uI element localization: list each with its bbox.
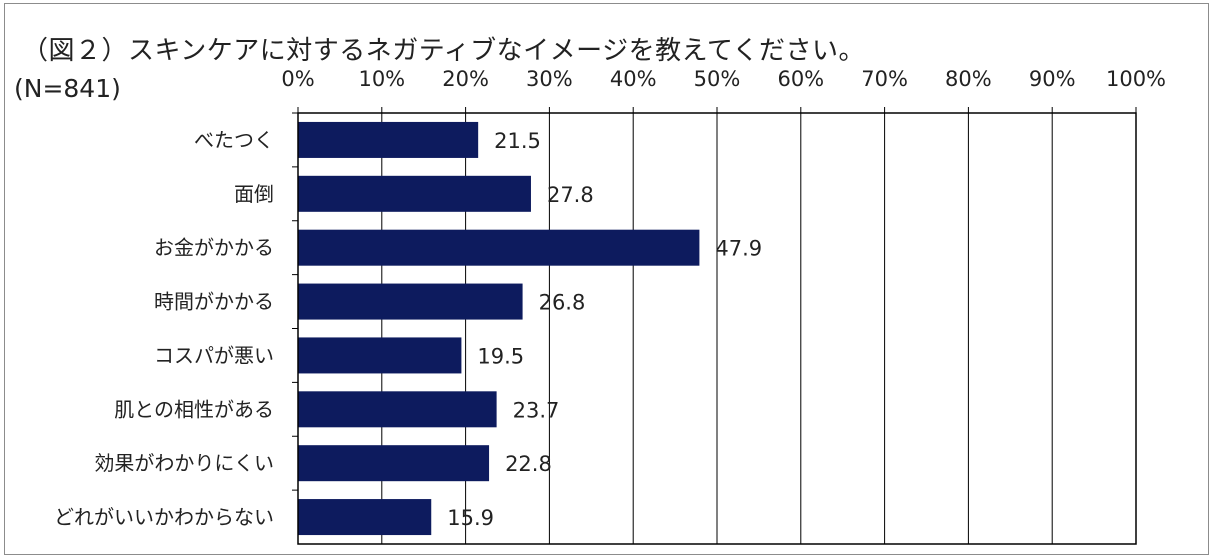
chart-title: （図２）スキンケアに対するネガティブなイメージを教えてください。	[22, 36, 866, 66]
category-label: お金がかかる	[154, 236, 274, 260]
x-tick-label: 40%	[610, 67, 657, 91]
bar	[298, 121, 479, 158]
value-label: 26.8	[539, 291, 586, 315]
bar	[298, 391, 497, 428]
category-labels: べたつく面倒お金がかかる時間がかかるコスパが悪い肌との相性がある効果がわかりにく…	[54, 128, 274, 529]
category-label: どれがいいかわからない	[54, 505, 274, 529]
value-label: 21.5	[494, 129, 541, 153]
bar	[298, 499, 432, 536]
category-label: 時間がかかる	[154, 290, 274, 314]
x-tick-label: 20%	[442, 67, 489, 91]
value-label: 19.5	[477, 344, 524, 368]
category-label: 肌との相性がある	[114, 397, 274, 421]
x-tick-label: 90%	[1029, 67, 1076, 91]
x-tick-label: 60%	[777, 67, 824, 91]
x-tick-label: 100%	[1106, 67, 1166, 91]
category-label: コスパが悪い	[154, 343, 274, 367]
x-tick-label: 50%	[694, 67, 741, 91]
value-label: 23.7	[513, 398, 560, 422]
bar	[298, 229, 700, 266]
value-labels: 21.5 27.8 47.9 26.8 19.5 23.7 22.8 15.9	[447, 129, 762, 530]
value-label: 15.9	[447, 506, 494, 530]
x-tick-label: 70%	[861, 67, 908, 91]
bar	[298, 283, 523, 320]
sample-size-label: (N=841)	[14, 74, 121, 103]
value-label: 22.8	[505, 452, 552, 476]
chart-frame	[4, 3, 1209, 555]
category-label: 効果がわかりにくい	[94, 451, 274, 475]
bar	[298, 175, 531, 212]
category-label: べたつく	[194, 128, 274, 152]
bars	[298, 121, 700, 536]
x-tick-label: 30%	[526, 67, 573, 91]
x-tick-label: 0%	[281, 67, 314, 91]
x-tick-label: 10%	[358, 67, 405, 91]
plot-area-border	[297, 112, 1137, 545]
value-label: 27.8	[547, 183, 594, 207]
bar	[298, 337, 462, 374]
category-label: 面倒	[234, 182, 274, 206]
value-label: 47.9	[715, 237, 762, 261]
x-axis-ticks: 0% 10% 20% 30% 40% 50% 60% 70% 80% 90% 100%	[281, 67, 1166, 91]
bar	[298, 445, 490, 482]
x-tick-label: 80%	[945, 67, 992, 91]
